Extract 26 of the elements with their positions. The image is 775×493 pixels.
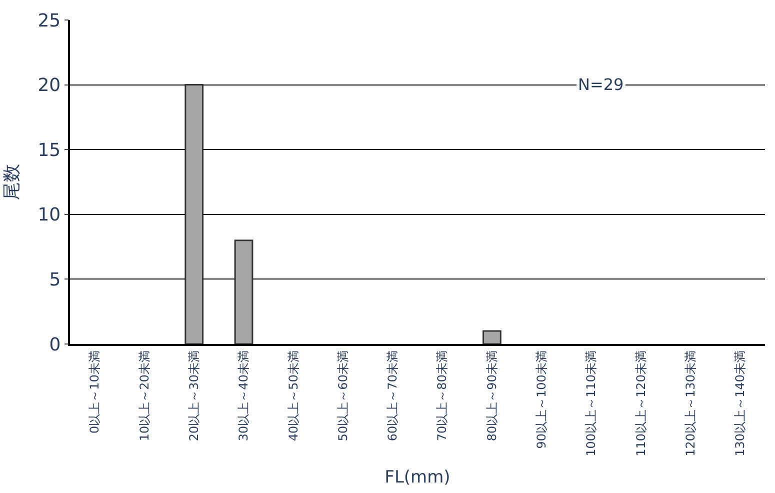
x-tick-label: 10以上～20未満 [137,350,152,442]
x-tick-label: 120以上～130未満 [683,350,698,456]
x-tick-label: 60以上～70未満 [386,350,400,442]
bar [184,84,204,344]
x-tick-label: 30以上～40未満 [236,350,251,442]
y-tick-label: 20 [38,75,61,96]
y-axis-title: 尾数 [1,164,22,200]
x-tick-label: 130以上～140未満 [733,350,748,456]
bar [482,330,502,344]
y-tick-label: 10 [38,204,61,226]
bar [234,240,254,344]
y-tick-label: 0 [49,334,61,356]
x-tick-label: 40以上～50未満 [286,350,300,442]
y-tick-label: 15 [38,140,61,161]
x-tick-label: 110以上～120未満 [634,350,648,456]
x-tick-label: 100以上～110未満 [584,350,598,456]
x-tick-label: 50以上～60未満 [336,350,350,442]
x-tick-label: 80以上～90未満 [484,350,499,442]
x-tick-label: 20以上～30未満 [187,350,202,442]
x-tick-label: 0以上～10未満 [88,350,102,434]
y-tick-label: 25 [38,10,61,32]
annotation: N=29 [578,75,624,94]
x-tick-label: 70以上～80未満 [435,350,450,442]
x-tick-label: 90以上～100未満 [534,350,549,449]
x-axis-title: FL(mm) [384,467,450,488]
y-tick-label: 5 [49,270,61,290]
